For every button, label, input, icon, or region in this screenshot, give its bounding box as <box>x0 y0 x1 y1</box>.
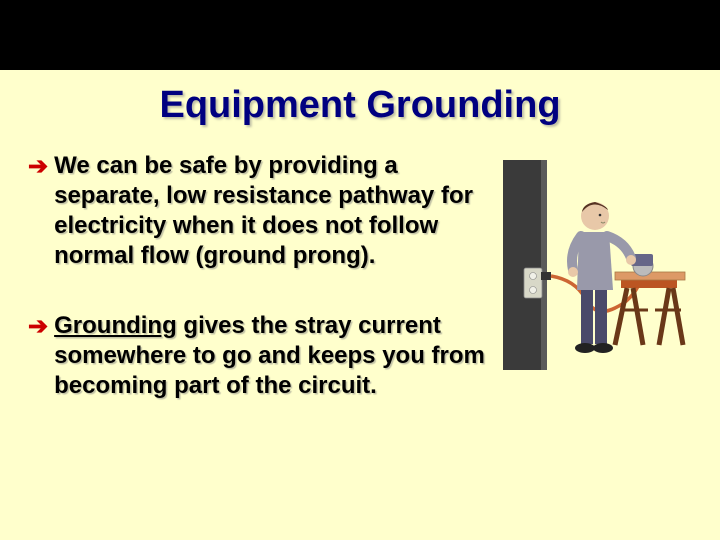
page-title: Equipment Grounding <box>0 84 720 127</box>
bullet-text: Grounding gives the stray current somewh… <box>54 311 494 401</box>
worker-illustration <box>503 160 688 370</box>
bullet-text-part: We can be safe by providing a separate, … <box>54 152 473 269</box>
bullet-text-part-underline: Grounding <box>54 312 177 339</box>
arrow-icon: ➔ <box>28 153 48 271</box>
top-bar <box>0 0 720 70</box>
bullet-text: We can be safe by providing a separate, … <box>54 151 494 271</box>
arrow-icon: ➔ <box>28 313 48 401</box>
